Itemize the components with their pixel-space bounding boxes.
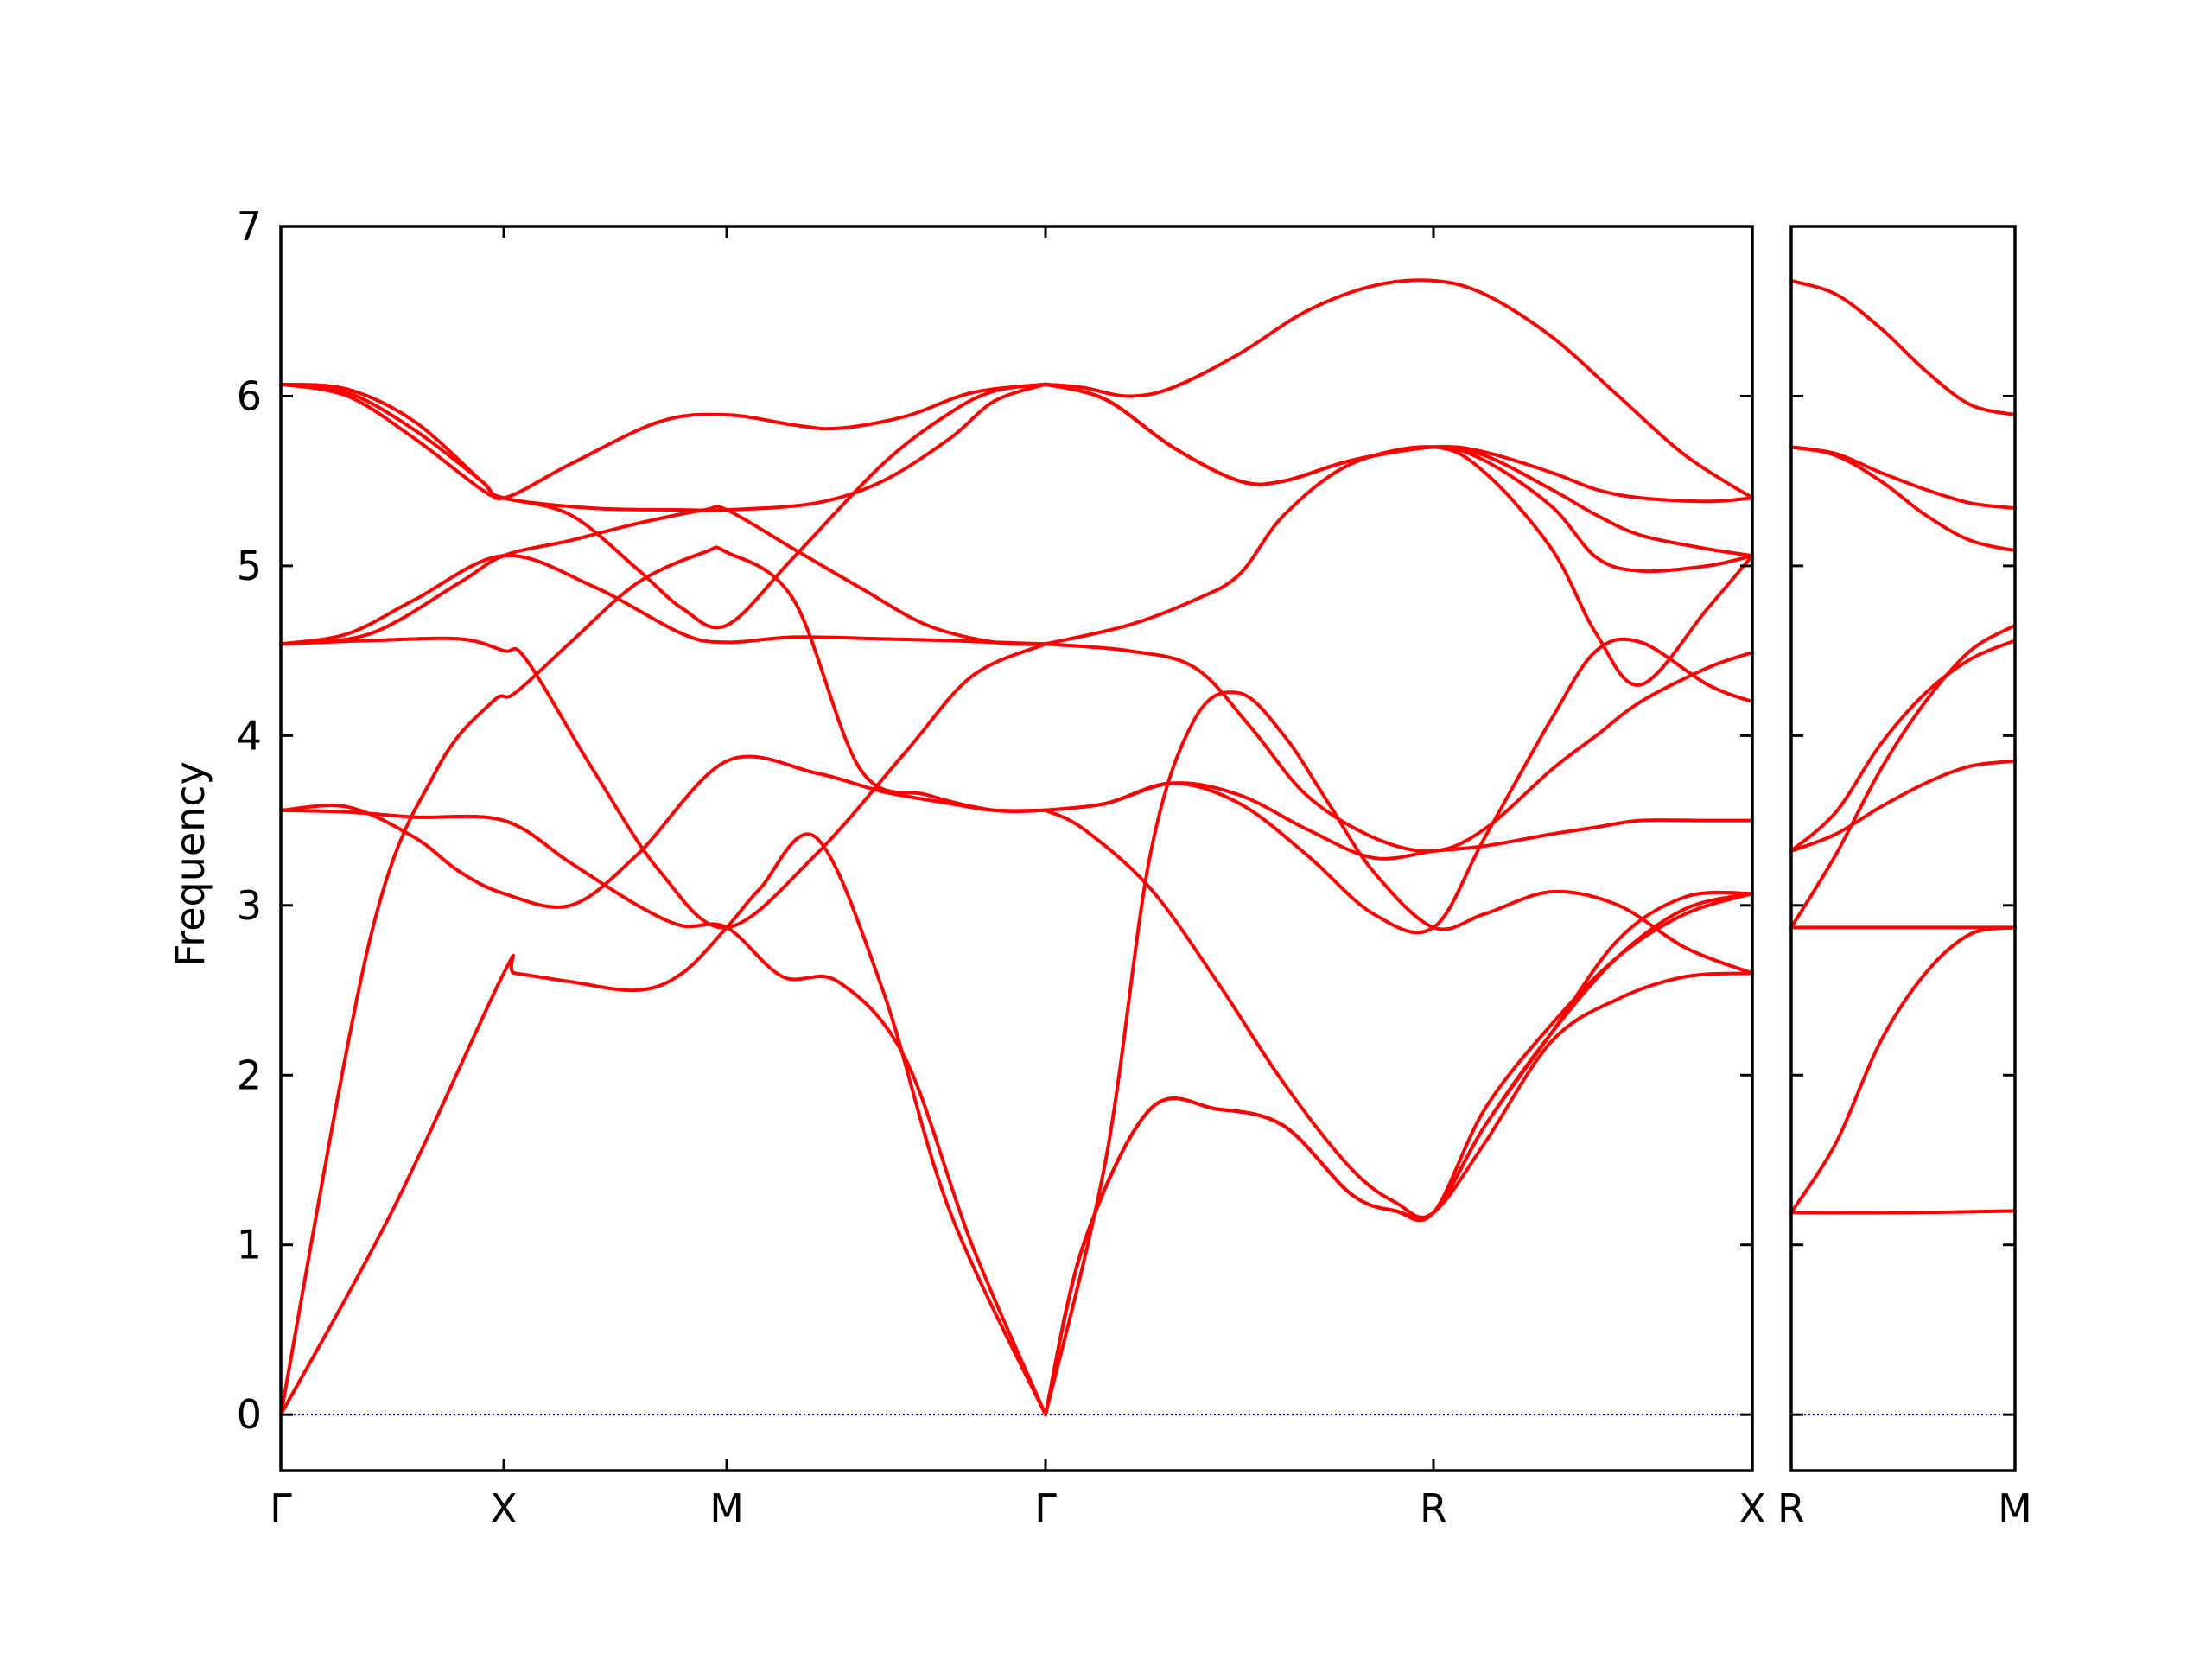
- band-line-1-6: [279, 553, 1047, 646]
- x-tick-label: R: [1420, 1485, 1447, 1532]
- band-line-2-9: [1789, 278, 2017, 417]
- x-tick-label: M: [1998, 1485, 2032, 1532]
- y-tick-label: 2: [237, 1052, 262, 1098]
- y-axis-title: Frequency: [167, 761, 213, 967]
- x-tick-label: R: [1777, 1485, 1805, 1532]
- band-line-1-23: [1044, 278, 1754, 500]
- band-line-1-1: [279, 832, 1047, 1417]
- x-tick-label: Γ: [270, 1485, 292, 1532]
- y-tick-label: 1: [237, 1222, 262, 1268]
- x-tick-label: X: [1738, 1485, 1766, 1532]
- band-line-1-5: [279, 636, 1047, 930]
- y-tick-label: 4: [237, 712, 262, 759]
- band-line-2-2: [1789, 925, 2017, 1215]
- y-tick-label: 7: [237, 203, 262, 250]
- x-tick-label: M: [709, 1485, 744, 1532]
- band-line-2-5: [1789, 639, 2017, 853]
- band-line-1-8: [279, 382, 1047, 630]
- band-line-1-2: [279, 545, 1047, 1417]
- band-line-2-6: [1789, 759, 2017, 853]
- band-line-1-17: [1044, 637, 1754, 935]
- band-line-1-18: [1044, 642, 1754, 854]
- y-tick-label: 3: [237, 882, 262, 929]
- band-line-1-10: [279, 382, 1047, 501]
- band-line-1-22: [1044, 382, 1754, 504]
- band-line-2-4: [1789, 623, 2017, 930]
- band-line-1-13: [1044, 892, 1754, 1417]
- plot-frame: [279, 225, 1754, 1472]
- plot-frame: [1789, 225, 2017, 1472]
- band-line-1-14: [1044, 690, 1754, 1417]
- y-tick-label: 5: [237, 543, 262, 589]
- x-tick-label: X: [490, 1485, 518, 1532]
- band-line-1-9: [279, 382, 1047, 512]
- y-tick-label: 6: [237, 372, 262, 419]
- panel-1: Γ X M Γ R X 0 1 2 3 4 5 6 7: [237, 203, 1766, 1532]
- y-tick-label: 0: [237, 1391, 262, 1438]
- band-line-2-1: [1789, 1209, 2017, 1215]
- band-line-1-4: [279, 754, 1047, 909]
- band-line-2-8: [1789, 445, 2017, 511]
- x-tick-label: Γ: [1034, 1485, 1057, 1532]
- band-line-1-15: [1044, 808, 1754, 1219]
